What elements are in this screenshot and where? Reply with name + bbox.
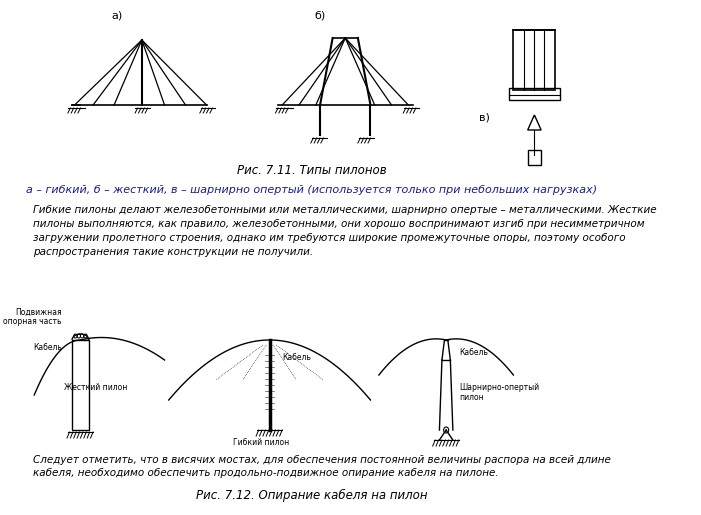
Text: а – гибкий, б – жесткий, в – шарнирно опертый (используется только при небольших: а – гибкий, б – жесткий, в – шарнирно оп… — [26, 185, 597, 195]
Bar — [72, 340, 89, 430]
Text: Подвижная: Подвижная — [15, 308, 62, 317]
Text: Гибкий пилон: Гибкий пилон — [233, 438, 290, 447]
Text: распространения такие конструкции не получили.: распространения такие конструкции не пол… — [32, 247, 313, 257]
Text: Шарнирно-опертый: Шарнирно-опертый — [458, 383, 539, 392]
Text: опорная часть: опорная часть — [4, 317, 62, 326]
Text: Рис. 7.12. Опирание кабеля на пилон: Рис. 7.12. Опирание кабеля на пилон — [196, 488, 428, 502]
Text: Следует отметить, что в висячих мостах, для обеспечения постоянной величины расп: Следует отметить, что в висячих мостах, … — [32, 455, 611, 465]
Bar — [513, 30, 555, 90]
Text: Рис. 7.11. Типы пилонов: Рис. 7.11. Типы пилонов — [237, 163, 386, 177]
Text: пилоны выполняются, как правило, железобетонными, они хорошо воспринимают изгиб : пилоны выполняются, как правило, железоб… — [32, 219, 644, 229]
Text: Жесткий пилон: Жесткий пилон — [64, 383, 127, 392]
Text: пилон: пилон — [458, 393, 484, 402]
Text: б): б) — [315, 10, 326, 20]
Text: в): в) — [479, 112, 489, 122]
Text: кабеля, необходимо обеспечить продольно-подвижное опирание кабеля на пилоне.: кабеля, необходимо обеспечить продольно-… — [32, 468, 498, 478]
Bar — [509, 88, 559, 100]
Text: Гибкие пилоны делают железобетонными или металлическими, шарнирно опертые – мета: Гибкие пилоны делают железобетонными или… — [32, 205, 656, 215]
Text: Кабель: Кабель — [33, 343, 62, 352]
Text: а): а) — [111, 10, 122, 20]
Text: загружении пролетного строения, однако им требуются широкие промежуточные опоры,: загружении пролетного строения, однако и… — [32, 233, 625, 243]
Text: Кабель: Кабель — [458, 348, 488, 357]
Text: Кабель: Кабель — [283, 353, 311, 362]
Bar — [528, 150, 541, 165]
